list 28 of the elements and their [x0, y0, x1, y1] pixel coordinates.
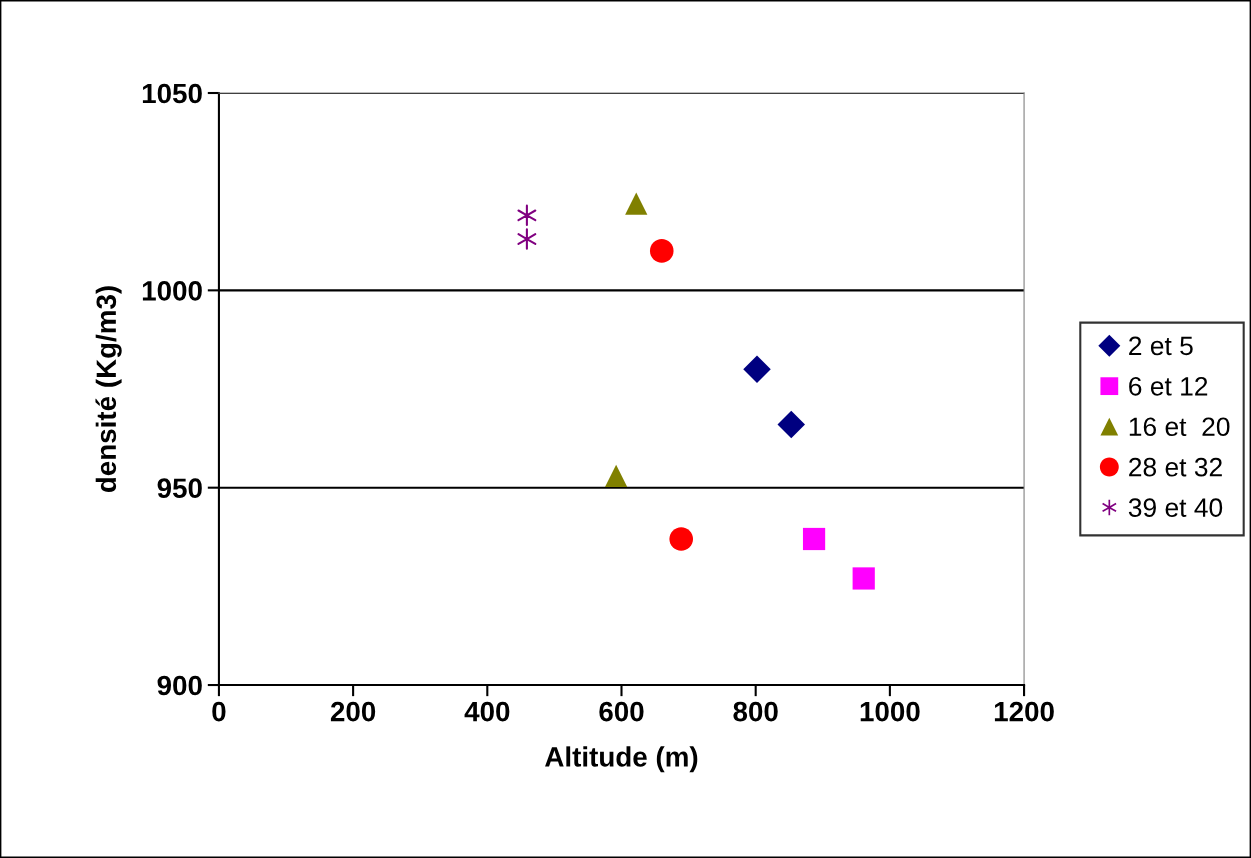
point [852, 567, 875, 590]
legend-label: 2 et 5 [1129, 336, 1193, 356]
x-tick-label: 800 [733, 701, 778, 722]
y-tick-label: 900 [157, 675, 202, 696]
legend-label: 39 et 40 [1128, 498, 1223, 517]
point [605, 464, 628, 487]
y-axis-title: densité (Kg/m3) [95, 286, 122, 493]
x-tick-label: 0 [212, 701, 226, 722]
point [743, 355, 771, 384]
point [625, 192, 648, 215]
x-tick-label: 400 [464, 701, 510, 722]
x-tick-label: 1200 [994, 701, 1054, 722]
legend-label: 28 et 32 [1129, 457, 1222, 477]
point [517, 228, 537, 250]
y-tick-label: 1050 [142, 83, 202, 104]
legend-label: 16 et 20 [1129, 417, 1230, 437]
point [777, 410, 805, 439]
y-tick-label: 1000 [142, 281, 202, 301]
point [802, 527, 826, 551]
x-tick-label: 1000 [860, 701, 920, 722]
point [517, 204, 537, 227]
legend-label: 6 et 12 [1129, 376, 1208, 396]
x-axis-title: Altitude (m) [545, 746, 698, 773]
point [669, 527, 694, 551]
y-tick-label: 950 [157, 478, 202, 499]
x-tick-label: 200 [330, 701, 376, 722]
x-tick-label: 600 [599, 701, 644, 722]
point [649, 239, 674, 263]
